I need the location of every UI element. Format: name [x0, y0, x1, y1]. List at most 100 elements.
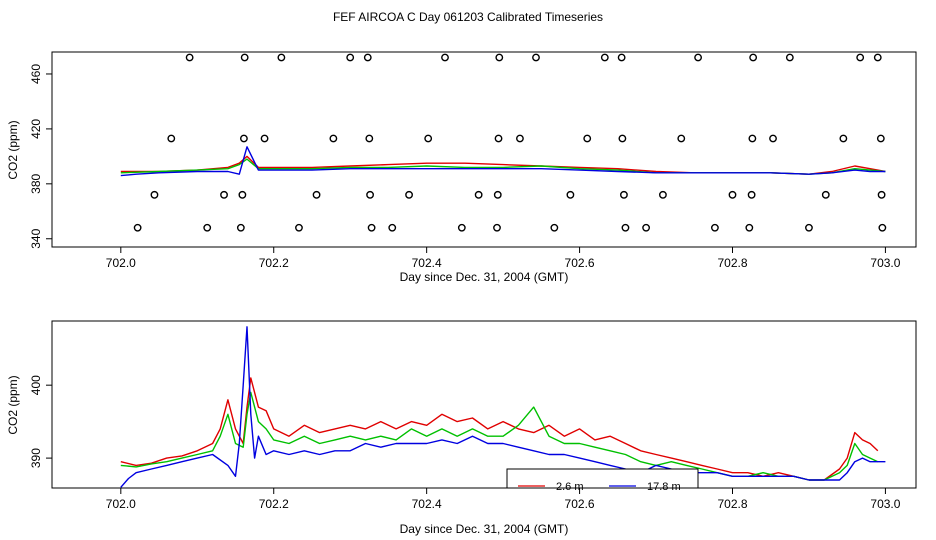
bottom-x-axis-label: Day since Dec. 31, 2004 (GMT) [400, 522, 569, 536]
calibration-marker [185, 53, 194, 62]
series-line-17-8-m [120, 326, 886, 488]
calibration-marker [203, 223, 212, 232]
bottom-x-tick-label: 702.4 [412, 497, 442, 511]
calibration-marker [711, 223, 719, 232]
calibration-marker [405, 190, 413, 199]
calibration-marker [494, 134, 503, 143]
chart-title: FEF AIRCOA C Day 061203 Calibrated Times… [333, 10, 603, 24]
top-y-tick-label: 420 [29, 119, 43, 139]
bottom-x-axis: 702.0 702.2 702.4 702.6 702.8 703.0 [106, 488, 901, 511]
calibration-marker [566, 190, 575, 199]
calibration-marker [550, 223, 559, 232]
calibration-marker [236, 223, 245, 232]
bottom-x-tick-label: 702.0 [106, 497, 136, 511]
top-series-lines [120, 146, 886, 177]
calibration-marker [238, 190, 247, 199]
calibration-marker [749, 53, 758, 62]
calibration-marker [493, 223, 501, 232]
calibration-marker [748, 134, 757, 143]
calibration-marker [677, 134, 686, 143]
calibration-marker [642, 223, 650, 232]
calibration-marker [728, 190, 737, 199]
calibration-marker [583, 134, 592, 143]
calibration-marker [877, 190, 886, 199]
calibration-marker [620, 190, 628, 199]
top-x-axis: 702.0 702.2 702.4 702.6 702.8 703.0 [106, 247, 901, 270]
bottom-x-tick-label: 702.6 [565, 497, 595, 511]
bottom-x-tick-label: 702.8 [717, 497, 747, 511]
calibration-marker [277, 53, 286, 62]
top-y-tick-label: 460 [29, 64, 43, 84]
top-x-axis-label: Day since Dec. 31, 2004 (GMT) [400, 270, 569, 284]
calibration-marker [424, 134, 433, 143]
calibration-marker [260, 134, 269, 143]
calibration-marker [457, 223, 466, 232]
calibration-marker [747, 190, 756, 199]
calibration-marker [516, 134, 524, 143]
calibration-marker [618, 134, 627, 143]
legend-label-blue: 17.8 m [647, 481, 681, 493]
legend-box [506, 468, 699, 489]
calibration-marker [493, 190, 502, 199]
calibration-marker [240, 53, 249, 62]
legend-label-red: 2.6 m [556, 481, 584, 493]
top-y-tick-label: 380 [29, 173, 43, 193]
calibration-marker [785, 53, 794, 62]
calibration-marker [617, 53, 626, 62]
top-x-tick-label: 702.2 [259, 256, 289, 270]
bottom-x-tick-label: 702.2 [259, 497, 289, 511]
calibration-marker [876, 134, 885, 143]
calibration-marker [856, 53, 865, 62]
calibration-marker [295, 223, 303, 232]
top-plot-frame [51, 51, 917, 248]
calibration-marker [329, 134, 338, 143]
calibration-marker [133, 223, 142, 232]
calibration-marker [878, 223, 887, 232]
calibration-marker [745, 223, 754, 232]
calibration-marker [621, 223, 630, 232]
bottom-y-tick-label: 400 [29, 375, 43, 395]
calibration-marker [346, 53, 355, 62]
calibration-marker [821, 190, 830, 199]
top-y-tick-label: 340 [29, 228, 43, 248]
calibration-marker [769, 134, 777, 143]
calibration-marker [388, 223, 397, 232]
bottom-y-axis-label: CO2 (ppm) [6, 375, 20, 434]
calibration-marker [495, 53, 504, 62]
bottom-panel: 390 400 702.0 702.2 702.4 702.6 702.8 703.0 2.… [6, 320, 917, 536]
calibration-marker [600, 53, 609, 62]
calibration-marker [873, 53, 882, 62]
top-y-axis: 340 380 420 460 [29, 64, 52, 249]
calibration-marker [365, 134, 374, 143]
calibration-marker [167, 134, 176, 143]
bottom-y-tick-label: 390 [29, 448, 43, 468]
top-x-tick-label: 703.0 [870, 256, 900, 270]
calibration-marker [150, 190, 159, 199]
top-y-axis-label: CO2 (ppm) [6, 120, 20, 179]
calibration-marker [366, 190, 374, 199]
bottom-y-axis: 390 400 [29, 375, 52, 468]
top-x-tick-label: 702.0 [106, 256, 136, 270]
bottom-x-tick-label: 703.0 [870, 497, 900, 511]
top-x-tick-label: 702.6 [565, 256, 595, 270]
calibration-marker [367, 223, 376, 232]
calibration-marker [220, 190, 228, 199]
calibration-marker [532, 53, 540, 62]
calibration-marker [312, 190, 321, 199]
calibration-marker [474, 190, 483, 199]
bottom-plot-frame [51, 320, 917, 489]
calibration-marker [694, 53, 702, 62]
top-calibration-markers [133, 53, 887, 232]
bottom-series-lines [120, 326, 886, 488]
calibration-marker [441, 53, 449, 62]
calibration-marker [363, 53, 372, 62]
calibration-marker [240, 134, 248, 143]
calibration-marker [659, 190, 667, 199]
top-x-tick-label: 702.4 [412, 256, 442, 270]
legend: 2.6 m 17.8 m [506, 468, 699, 493]
top-x-tick-label: 702.8 [717, 256, 747, 270]
calibration-marker [805, 223, 813, 232]
